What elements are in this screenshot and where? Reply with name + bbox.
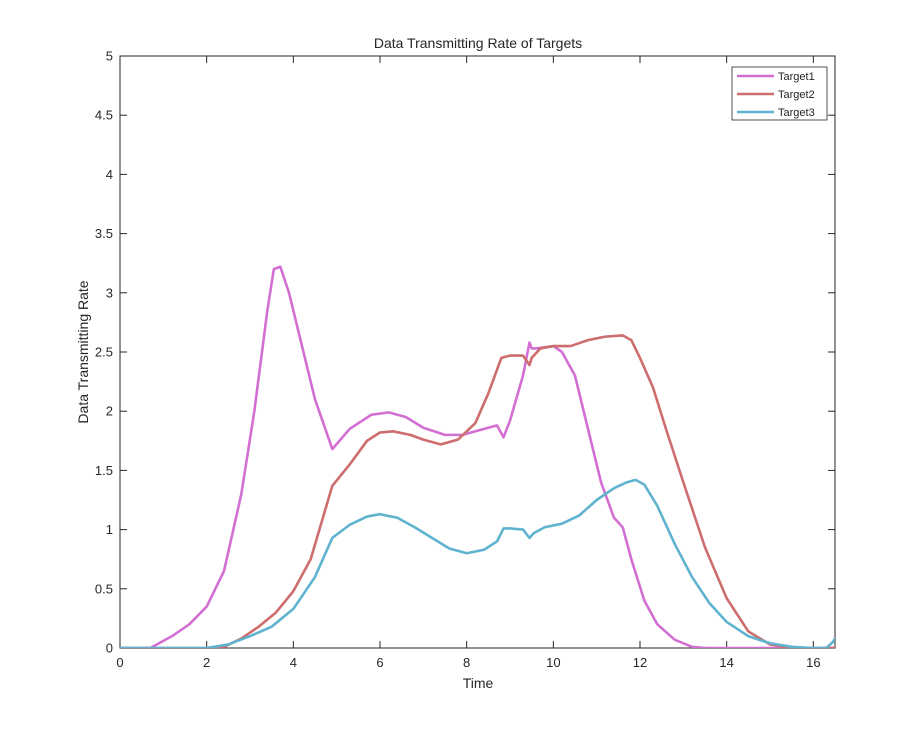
series-lines: [120, 265, 835, 648]
x-tick-label: 8: [463, 655, 470, 670]
x-axis-title: Time: [463, 675, 494, 691]
y-tick-label: 1: [106, 522, 113, 537]
chart-title: Data Transmitting Rate of Targets: [374, 35, 582, 51]
x-tick-label: 4: [290, 655, 297, 670]
y-tick-label: 1.5: [95, 463, 113, 478]
x-tick-label: 10: [546, 655, 560, 670]
y-tick-label: 3: [106, 285, 113, 300]
x-tick-label: 12: [633, 655, 647, 670]
y-tick-label: 0: [106, 641, 113, 656]
y-tick-label: 0.5: [95, 581, 113, 596]
legend-label-target2: Target2: [778, 89, 815, 101]
axis-ticks: 0 2 4 6 8 10 12 14 16 0 0.5 1 1.5 2 2.5 3 3.5 4 4.5 5: [95, 49, 835, 670]
x-tick-label: 2: [203, 655, 210, 670]
x-tick-label: 6: [376, 655, 383, 670]
x-tick-label: 0: [116, 655, 123, 670]
y-tick-label: 2: [106, 404, 113, 419]
legend-label-target1: Target1: [778, 71, 815, 83]
y-tick-label: 2.5: [95, 345, 113, 360]
series-line-target2: [120, 334, 835, 648]
y-tick-label: 4: [106, 167, 113, 182]
legend-label-target3: Target3: [778, 107, 815, 119]
legend: Target1 Target2 Target3: [731, 66, 828, 121]
series-line-target3: [120, 478, 835, 648]
y-tick-label: 3.5: [95, 226, 113, 241]
plot-area: [119, 55, 836, 649]
y-axis-title: Data Transmitting Rate: [75, 280, 91, 423]
series-line-target1: [120, 265, 835, 648]
x-tick-label: 14: [719, 655, 733, 670]
y-tick-label: 4.5: [95, 108, 113, 123]
x-tick-label: 16: [806, 655, 820, 670]
y-tick-label: 5: [106, 49, 113, 64]
